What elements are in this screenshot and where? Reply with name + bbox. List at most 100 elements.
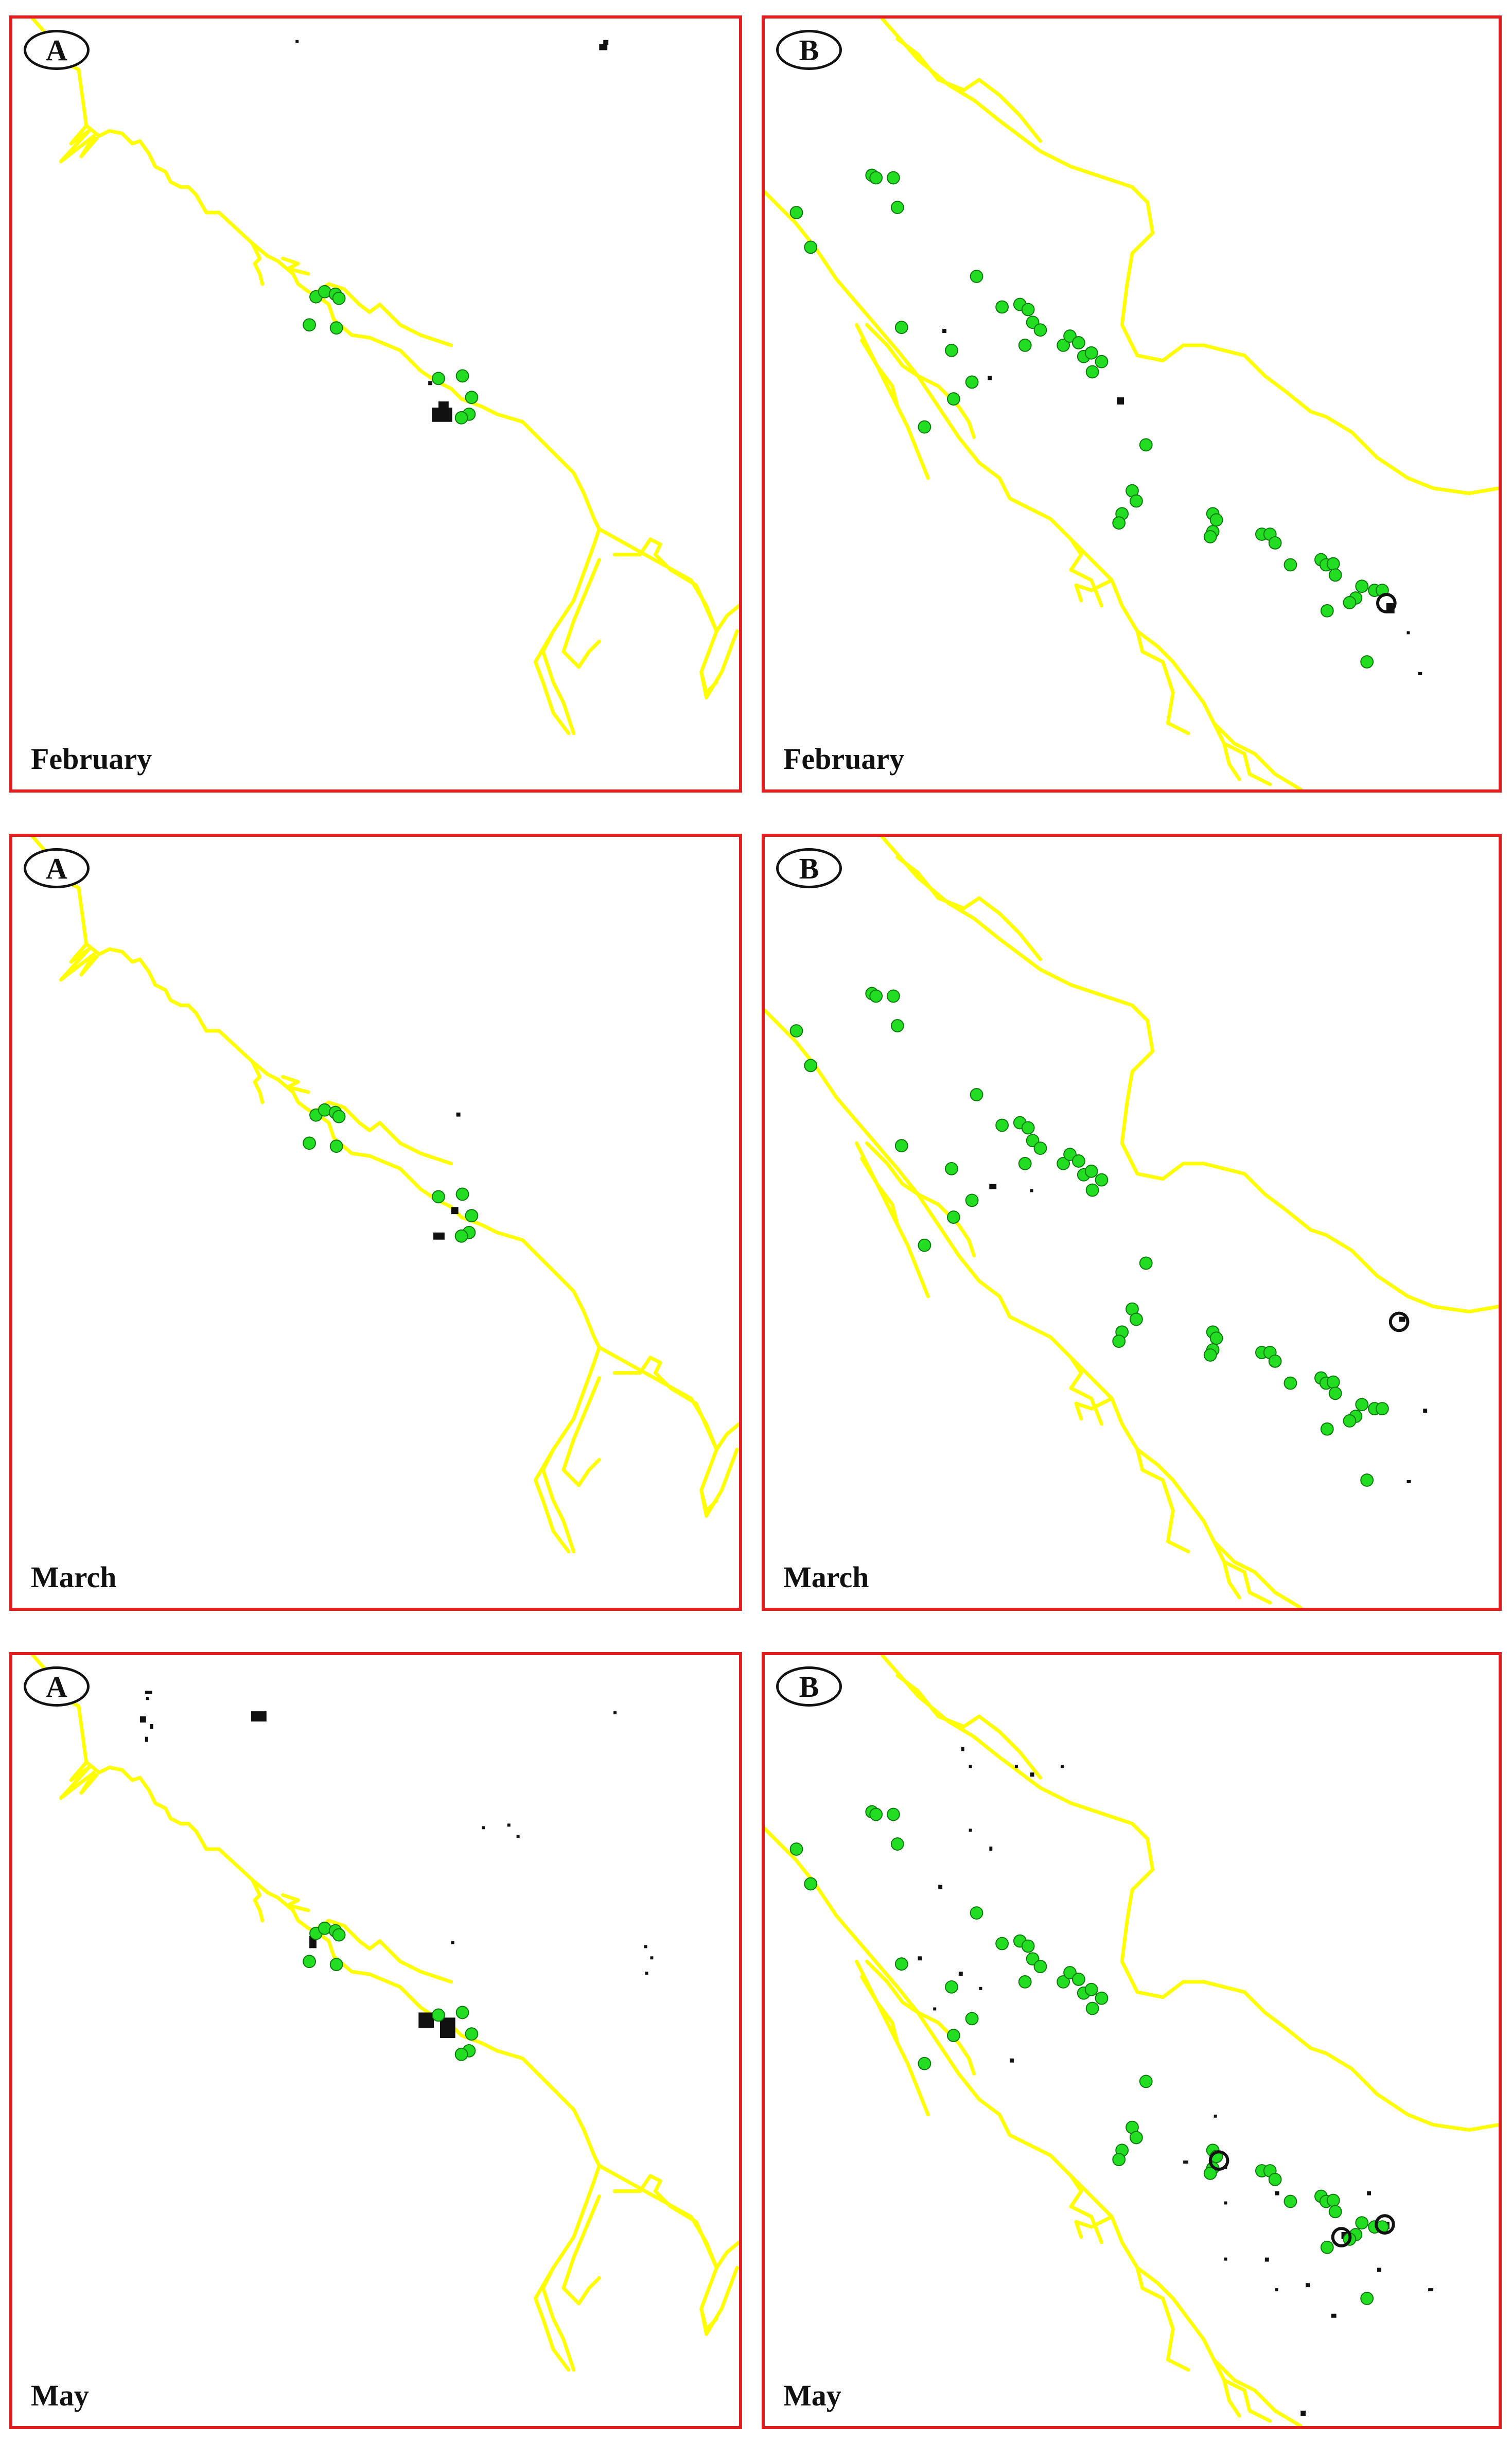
sampling-station-marker bbox=[918, 420, 931, 434]
detected-pixel-cluster bbox=[150, 1724, 153, 1729]
detected-pixel-cluster bbox=[918, 1956, 922, 1961]
month-label: March bbox=[783, 1560, 869, 1594]
sampling-station-marker bbox=[1130, 494, 1143, 508]
coastline-segment bbox=[281, 256, 310, 276]
coastline-segment bbox=[865, 1959, 920, 2014]
coastline-segment bbox=[1069, 537, 1103, 608]
sampling-station-marker bbox=[918, 2057, 931, 2070]
detected-pixel-cluster bbox=[482, 1826, 485, 1830]
sampling-station-marker bbox=[869, 171, 883, 185]
detected-pixel-cluster bbox=[418, 2012, 434, 2028]
sampling-station-marker bbox=[1284, 558, 1297, 572]
coastline-segment bbox=[1135, 1447, 1190, 1554]
coastline-segment bbox=[367, 1121, 453, 1166]
coastline-group bbox=[765, 1655, 1499, 2426]
sampling-station-marker bbox=[1084, 1982, 1098, 1996]
coastline-segment bbox=[916, 374, 976, 439]
sampling-station-marker bbox=[947, 392, 960, 406]
sampling-station-marker bbox=[1355, 579, 1369, 593]
detected-pixel-cluster bbox=[603, 40, 609, 45]
detected-pixel-cluster bbox=[146, 1697, 149, 1700]
coastline-segment bbox=[59, 942, 99, 982]
coastline-segment bbox=[597, 527, 739, 633]
sampling-station-marker bbox=[432, 2008, 445, 2022]
detected-pixel-cluster bbox=[961, 1747, 964, 1751]
coastline-segment bbox=[1135, 629, 1190, 735]
site-label-badge: B bbox=[776, 1666, 842, 1707]
coastline-segment bbox=[895, 1674, 1042, 1780]
coastline-segment bbox=[281, 1075, 310, 1094]
coastline-segment bbox=[367, 303, 453, 347]
coastline-segment bbox=[597, 2164, 739, 2270]
sampling-station-marker bbox=[869, 1807, 883, 1821]
coastline-segment bbox=[281, 1893, 310, 1912]
sampling-station-marker bbox=[918, 1238, 931, 1252]
detected-pixel-cluster bbox=[958, 1972, 963, 1976]
month-label: February bbox=[783, 742, 905, 776]
sampling-station-marker bbox=[454, 2047, 468, 2061]
sampling-station-marker bbox=[1018, 1975, 1032, 1989]
sampling-station-marker bbox=[804, 240, 818, 254]
coastline-segment bbox=[612, 2174, 698, 2224]
detected-pixel-cluster bbox=[1030, 1189, 1033, 1192]
sampling-station-marker bbox=[1095, 1173, 1109, 1187]
detected-pixel-cluster bbox=[139, 1716, 146, 1723]
sampling-station-marker bbox=[945, 1980, 958, 1994]
sampling-station-marker bbox=[945, 1162, 958, 1175]
sampling-station-marker bbox=[804, 1877, 818, 1891]
sampling-station-marker bbox=[789, 1842, 803, 1856]
sampling-station-marker bbox=[970, 270, 983, 283]
sampling-station-marker bbox=[1057, 1157, 1070, 1170]
sampling-station-marker bbox=[455, 1187, 469, 1201]
sampling-station-marker bbox=[1018, 339, 1032, 352]
month-label: May bbox=[31, 2379, 89, 2412]
sampling-station-marker bbox=[1326, 1375, 1340, 1389]
sampling-station-marker bbox=[332, 291, 346, 305]
detected-pixel-ring bbox=[1331, 2227, 1352, 2247]
detected-pixel-cluster bbox=[988, 376, 992, 380]
coastline-group bbox=[765, 837, 1499, 1608]
detected-pixel-cluster bbox=[1406, 631, 1410, 635]
map-panel-b-march: B March bbox=[762, 834, 1502, 1611]
detected-pixel-cluster bbox=[516, 1835, 520, 1838]
stations-group bbox=[303, 1103, 479, 1243]
sampling-station-marker bbox=[1139, 2075, 1153, 2088]
sampling-station-marker bbox=[1328, 568, 1342, 582]
sampling-station-marker bbox=[1376, 1402, 1389, 1415]
detected-pixel-cluster bbox=[645, 1972, 648, 1975]
sampling-station-marker bbox=[1328, 2205, 1342, 2219]
sampling-station-marker bbox=[1071, 336, 1085, 349]
detected-pixel-cluster bbox=[451, 1207, 459, 1215]
detected-pixel-ring bbox=[1388, 1311, 1410, 1332]
sampling-station-marker bbox=[1209, 1331, 1223, 1345]
detected-pixel-cluster bbox=[650, 1956, 654, 1960]
sampling-station-marker bbox=[1021, 1121, 1035, 1135]
sampling-station-marker bbox=[329, 1958, 343, 1972]
sampling-station-marker bbox=[1360, 2292, 1374, 2305]
sampling-station-marker bbox=[1130, 1312, 1143, 1326]
detected-pixel-cluster bbox=[969, 1765, 972, 1768]
detected-pixel-cluster bbox=[456, 1112, 461, 1117]
month-label: May bbox=[783, 2379, 841, 2412]
coastline-segment bbox=[1222, 2378, 1272, 2423]
sampling-station-marker bbox=[1095, 355, 1109, 368]
detected-pixel-ring bbox=[1375, 2214, 1395, 2235]
sampling-station-marker bbox=[1355, 1398, 1369, 1412]
sampling-station-marker bbox=[1071, 1154, 1085, 1168]
map-panel-b-february: B February bbox=[762, 15, 1502, 793]
detected-pixel-cluster bbox=[439, 2017, 455, 2039]
sampling-station-marker bbox=[1320, 1422, 1334, 1436]
detected-pixel-cluster bbox=[1423, 1409, 1428, 1413]
sampling-station-marker bbox=[1084, 1164, 1098, 1178]
coastline-segment bbox=[765, 1826, 1241, 2418]
detected-pixel-cluster bbox=[1331, 2313, 1337, 2318]
sampling-station-marker bbox=[1063, 1148, 1077, 1161]
coastline-segment bbox=[1222, 1560, 1272, 1605]
detected-pixel-cluster bbox=[1300, 2411, 1306, 2416]
coastline-segment bbox=[84, 124, 601, 531]
sampling-station-marker bbox=[1268, 1354, 1282, 1368]
coastline-segment bbox=[699, 670, 718, 694]
detected-pixel-cluster bbox=[989, 1847, 993, 1851]
map-panel-a-march: A March bbox=[9, 834, 742, 1611]
sampling-station-marker bbox=[1112, 1334, 1126, 1348]
